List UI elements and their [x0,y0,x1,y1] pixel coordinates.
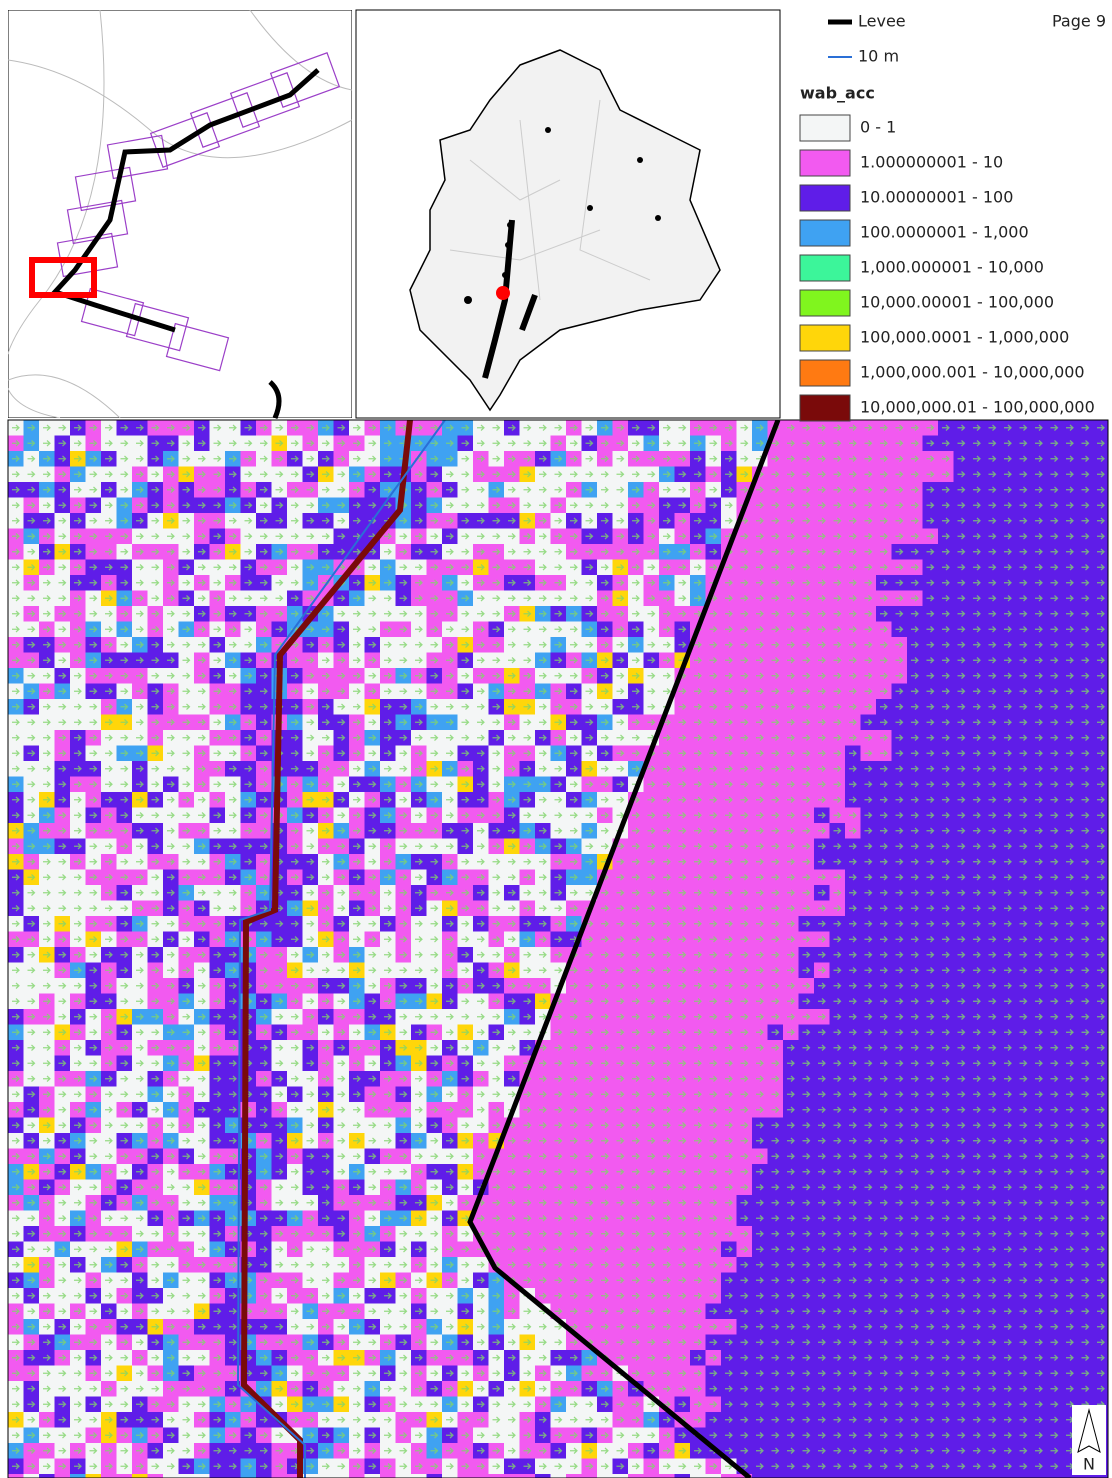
legend-swatch [800,290,850,316]
legend-swatch [800,325,850,351]
legend-swatch [800,150,850,176]
legend-label: 100,000.0001 - 1,000,000 [860,328,1069,347]
locator-map [4,10,352,418]
page: N Page 9 Levee 10 m wab_acc 0 - 1 1.00000000… [0,0,1112,1478]
page-label: Page 9 [1052,12,1106,31]
legend-swatch [800,255,850,281]
legend-label: Levee [858,12,906,31]
legend-label: 10,000.00001 - 100,000 [860,293,1054,312]
legend-label: 10,000,000.01 - 100,000,000 [860,398,1095,417]
legend-label: 1.000000001 - 10 [860,153,1003,172]
legend-label: 1,000,000.001 - 10,000,000 [860,363,1085,382]
legend-label: 0 - 1 [860,118,896,137]
legend-swatch [800,220,850,246]
legend-swatch [800,115,850,141]
legend-swatch [800,395,850,421]
north-label: N [1083,1455,1095,1474]
legend: Levee 10 m wab_acc 0 - 1 1.000000001 - 10 10.… [800,12,1095,422]
legend-swatch [800,185,850,211]
legend-swatch [800,360,850,386]
legend-label: 10.00000001 - 100 [860,188,1013,207]
watershed-map [356,10,780,418]
legend-label: 100.0000001 - 1,000 [860,223,1029,242]
legend-label: 10 m [858,47,899,66]
legend-title: wab_acc [800,84,875,103]
legend-label: 1,000.000001 - 10,000 [860,258,1044,277]
